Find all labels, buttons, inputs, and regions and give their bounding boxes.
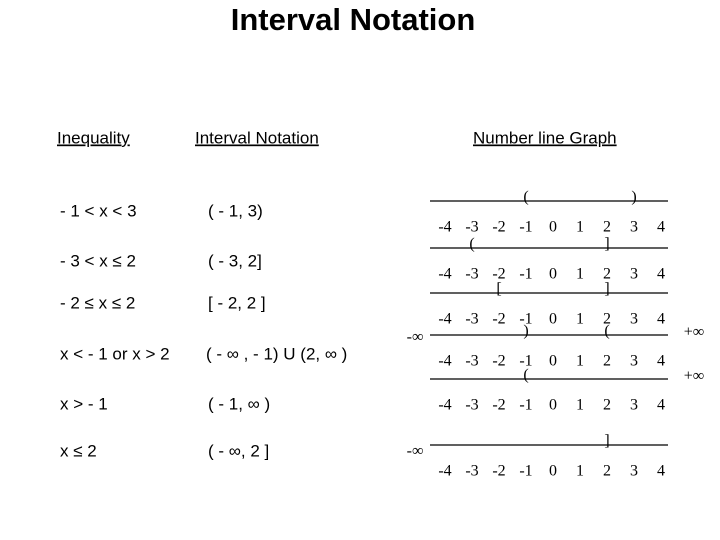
tick-label: -4 [438, 463, 451, 480]
right-infinity: +∞ [684, 324, 704, 341]
inequality: - 3 < x ≤ 2 [60, 251, 136, 270]
tick-label: -4 [438, 266, 451, 283]
bracket: ] [604, 433, 609, 450]
tick-label: 1 [576, 311, 584, 328]
column-header: Inequality [57, 128, 130, 147]
tick-label: -3 [465, 397, 478, 414]
tick-label: -2 [492, 463, 505, 480]
bracket: ( [469, 236, 474, 253]
interval: ( - ∞ , - 1) U (2, ∞ ) [206, 344, 347, 363]
bracket: [ [496, 281, 501, 298]
tick-label: 0 [549, 353, 557, 370]
tick-label: -2 [492, 397, 505, 414]
tick-label: 2 [603, 397, 611, 414]
tick-label: 0 [549, 397, 557, 414]
bracket: ( [523, 367, 528, 384]
tick-label: -1 [519, 311, 532, 328]
column-header: Number line Graph [473, 128, 617, 147]
tick-label: 1 [576, 397, 584, 414]
tick-label: -3 [465, 219, 478, 236]
bracket: ] [604, 236, 609, 253]
tick-label: 4 [657, 311, 665, 328]
interval: [ - 2, 2 ] [208, 293, 266, 312]
tick-label: -1 [519, 266, 532, 283]
tick-label: -1 [519, 219, 532, 236]
tick-label: 1 [576, 266, 584, 283]
tick-label: -3 [465, 311, 478, 328]
tick-label: 3 [630, 397, 638, 414]
tick-label: 0 [549, 463, 557, 480]
tick-label: 4 [657, 353, 665, 370]
tick-label: 2 [603, 219, 611, 236]
tick-label: -3 [465, 266, 478, 283]
tick-label: -4 [438, 353, 451, 370]
column-header: Interval Notation [195, 128, 319, 147]
bracket: ) [523, 323, 528, 340]
bracket: ) [631, 189, 636, 206]
tick-label: 2 [603, 266, 611, 283]
tick-label: 2 [603, 463, 611, 480]
tick-label: -2 [492, 219, 505, 236]
bracket: ( [604, 323, 609, 340]
tick-label: 4 [657, 219, 665, 236]
interval: ( - ∞, 2 ] [208, 441, 269, 460]
tick-label: -3 [465, 463, 478, 480]
slide-title: Interval Notation [231, 2, 476, 37]
inequality: - 1 < x < 3 [60, 201, 137, 220]
right-infinity: +∞ [684, 368, 704, 385]
tick-label: 0 [549, 219, 557, 236]
tick-label: 4 [657, 266, 665, 283]
left-infinity: -∞ [407, 443, 424, 460]
tick-label: 1 [576, 219, 584, 236]
tick-label: 3 [630, 266, 638, 283]
tick-label: -2 [492, 311, 505, 328]
tick-label: 2 [603, 353, 611, 370]
tick-label: -3 [465, 353, 478, 370]
interval: ( - 1, ∞ ) [208, 394, 270, 413]
tick-label: -4 [438, 397, 451, 414]
tick-label: 1 [576, 353, 584, 370]
inequality: - 2 ≤ x ≤ 2 [60, 293, 135, 312]
tick-label: -4 [438, 311, 451, 328]
tick-label: -1 [519, 463, 532, 480]
bracket: ] [604, 281, 609, 298]
tick-label: 2 [603, 311, 611, 328]
tick-label: -4 [438, 219, 451, 236]
interval: ( - 1, 3) [208, 201, 263, 220]
tick-label: 3 [630, 463, 638, 480]
tick-label: 4 [657, 463, 665, 480]
tick-label: -1 [519, 353, 532, 370]
tick-label: 1 [576, 463, 584, 480]
tick-label: -2 [492, 266, 505, 283]
tick-label: 0 [549, 266, 557, 283]
interval: ( - 3, 2] [208, 251, 262, 270]
inequality: x ≤ 2 [60, 441, 97, 460]
tick-label: -2 [492, 353, 505, 370]
bracket: ( [523, 189, 528, 206]
tick-label: -1 [519, 397, 532, 414]
tick-label: 3 [630, 219, 638, 236]
inequality: x > - 1 [60, 394, 108, 413]
tick-label: 3 [630, 353, 638, 370]
inequality: x < - 1 or x > 2 [60, 344, 170, 363]
tick-label: 4 [657, 397, 665, 414]
left-infinity: -∞ [407, 329, 424, 346]
tick-label: 0 [549, 311, 557, 328]
tick-label: 3 [630, 311, 638, 328]
